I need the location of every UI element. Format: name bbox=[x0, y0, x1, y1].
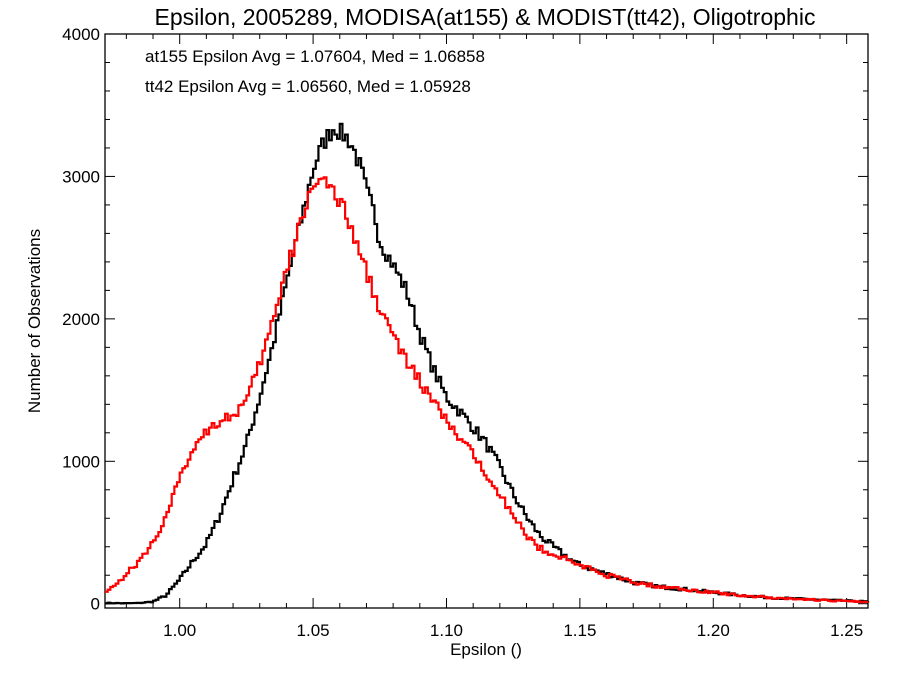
y-axis: 0 1000 2000 3000 4000 bbox=[62, 25, 868, 614]
x-axis-label: Epsilon () bbox=[450, 640, 522, 659]
y-axis-label: Number of Observations bbox=[25, 229, 44, 413]
annotation-at155: at155 Epsilon Avg = 1.07604, Med = 1.068… bbox=[145, 47, 485, 66]
x-axis: 1.00 1.05 1.10 1.15 1.20 1.25 bbox=[125, 34, 863, 640]
plot-frame bbox=[104, 33, 869, 609]
x-tick-label: 1.05 bbox=[297, 621, 330, 640]
y-tick-label: 4000 bbox=[62, 25, 100, 44]
x-tick-label: 1.10 bbox=[430, 621, 463, 640]
y-tick-label: 3000 bbox=[62, 167, 100, 186]
x-tick-label: 1.20 bbox=[697, 621, 730, 640]
y-tick-label: 1000 bbox=[62, 452, 100, 471]
x-tick-label: 1.25 bbox=[830, 621, 863, 640]
annotation-tt42: tt42 Epsilon Avg = 1.06560, Med = 1.0592… bbox=[145, 77, 471, 96]
series-tt42-line bbox=[105, 176, 870, 604]
x-tick-label: 1.15 bbox=[563, 621, 596, 640]
y-tick-label: 0 bbox=[91, 595, 100, 614]
x-tick-label: 1.00 bbox=[163, 621, 196, 640]
plot-area: 1.00 1.05 1.10 1.15 1.20 1.25 0 1000 2000 3000 40… bbox=[62, 25, 870, 640]
chart-title: Epsilon, 2005289, MODISA(at155) & MODIST… bbox=[155, 4, 816, 30]
y-tick-label: 2000 bbox=[62, 310, 100, 329]
series-layer bbox=[105, 122, 870, 605]
